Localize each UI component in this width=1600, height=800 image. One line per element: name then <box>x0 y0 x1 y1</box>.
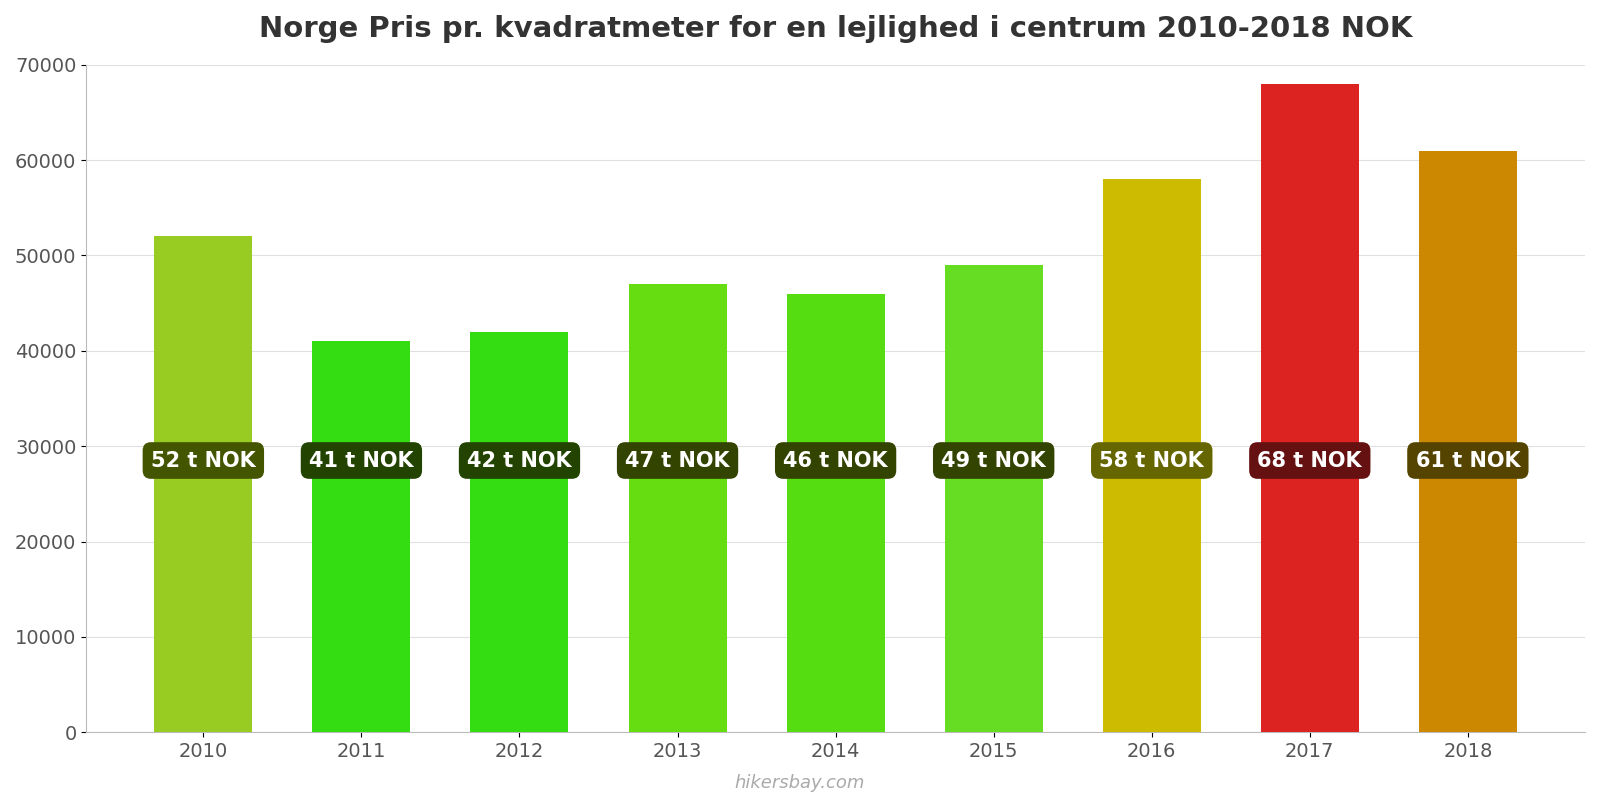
Text: 41 t NOK: 41 t NOK <box>309 450 414 470</box>
Text: 68 t NOK: 68 t NOK <box>1258 450 1362 470</box>
Bar <box>312 342 411 732</box>
Text: 46 t NOK: 46 t NOK <box>784 450 888 470</box>
Text: 49 t NOK: 49 t NOK <box>941 450 1046 470</box>
Bar <box>1261 84 1358 732</box>
Text: 47 t NOK: 47 t NOK <box>626 450 730 470</box>
Bar <box>787 294 885 732</box>
Title: Norge Pris pr. kvadratmeter for en lejlighed i centrum 2010-2018 NOK: Norge Pris pr. kvadratmeter for en lejli… <box>259 15 1413 43</box>
Text: hikersbay.com: hikersbay.com <box>734 774 866 792</box>
Bar <box>470 332 568 732</box>
Text: 58 t NOK: 58 t NOK <box>1099 450 1205 470</box>
Text: 42 t NOK: 42 t NOK <box>467 450 571 470</box>
Bar <box>1419 150 1517 732</box>
Bar <box>629 284 726 732</box>
Text: 61 t NOK: 61 t NOK <box>1416 450 1520 470</box>
Bar <box>154 237 253 732</box>
Text: 52 t NOK: 52 t NOK <box>150 450 256 470</box>
Bar <box>1102 179 1200 732</box>
Bar <box>944 265 1043 732</box>
